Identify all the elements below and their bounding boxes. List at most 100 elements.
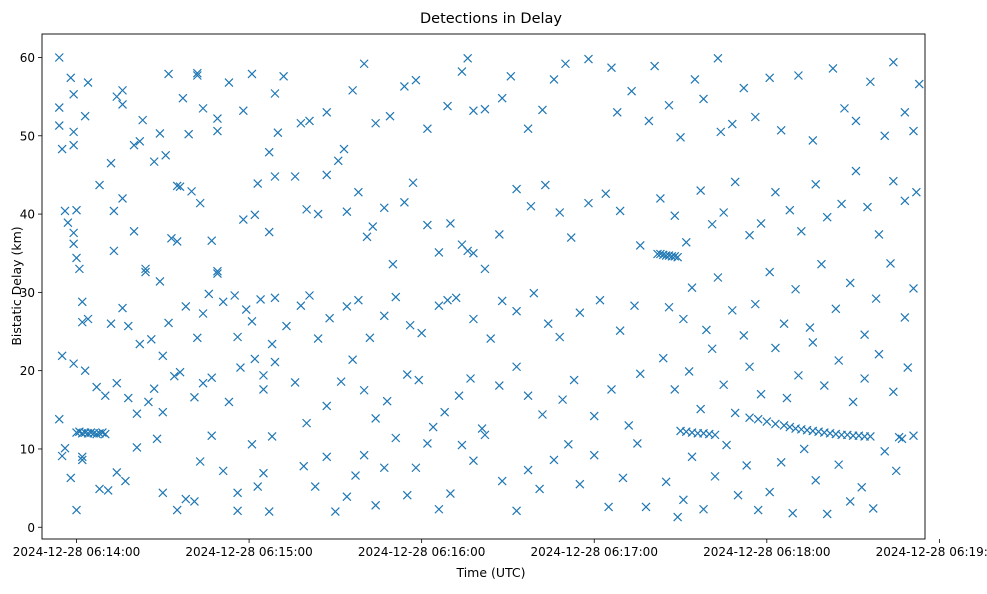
detection-point [270, 293, 280, 303]
detection-point [575, 479, 585, 489]
detection-point [673, 252, 683, 262]
x-axis-label: Time (UTC) [455, 565, 525, 580]
detection-point [909, 431, 918, 441]
detection-point [512, 184, 522, 194]
detection-point [782, 393, 792, 403]
detection-point [469, 106, 478, 116]
detection-point [756, 389, 766, 399]
detection-point [811, 475, 821, 485]
y-tick-label: 20 [20, 364, 35, 378]
detection-point [57, 351, 67, 361]
detection-point [54, 53, 64, 62]
x-axis-ticks: 2024-12-28 06:14:00 2024-12-28 06:15:00 20… [13, 539, 987, 559]
detection-point [351, 471, 360, 481]
detection-point [198, 103, 208, 113]
detection-point [109, 246, 119, 256]
detection-point [595, 295, 605, 305]
detection-point [745, 413, 754, 423]
detection-point [69, 140, 79, 150]
detection-point [402, 370, 412, 380]
detection-point [112, 378, 122, 388]
detection-point [538, 410, 547, 419]
detection-point [713, 273, 723, 282]
detection-point [233, 506, 243, 516]
detection-point [730, 408, 740, 418]
detection-point [543, 319, 553, 329]
detection-point [69, 228, 79, 238]
detection-point [443, 295, 452, 305]
detection-point [696, 186, 706, 196]
detection-point [172, 181, 182, 191]
detection-point [302, 418, 312, 428]
detection-point [771, 187, 780, 197]
detection-point [379, 463, 389, 473]
detection-point [339, 144, 349, 154]
detection-markers [54, 53, 924, 522]
detection-point [817, 259, 826, 269]
detection-point [422, 220, 432, 230]
detection-point [371, 500, 381, 510]
detection-point [322, 401, 332, 411]
detection-point [880, 446, 890, 456]
detection-point [445, 489, 455, 499]
detection-point [195, 198, 205, 208]
detection-point [333, 156, 343, 166]
detection-point [739, 331, 749, 340]
detection-point [192, 68, 202, 78]
detection-point [451, 293, 461, 303]
detection-point [676, 132, 685, 142]
detection-point [569, 375, 579, 385]
detection-point [143, 397, 153, 407]
detection-point [83, 78, 93, 87]
detection-point [69, 239, 79, 249]
detection-point [753, 414, 763, 424]
detection-point [141, 267, 150, 277]
detection-point [118, 85, 127, 95]
detection-point [192, 71, 202, 80]
chart-title: Detections in Delay [420, 11, 562, 27]
detection-point [819, 381, 829, 390]
detection-point [66, 473, 76, 483]
detection-point [279, 71, 289, 81]
y-tick-label: 60 [20, 51, 35, 65]
detection-point [911, 187, 921, 197]
detection-point [60, 206, 70, 216]
detection-point [282, 321, 291, 331]
detection-point [779, 421, 789, 430]
detection-point [264, 507, 274, 517]
detection-point [831, 304, 841, 314]
detection-point [164, 318, 173, 328]
detection-point [681, 237, 691, 247]
detection-point [69, 359, 79, 369]
detection-point [891, 466, 901, 476]
detection-point [224, 397, 234, 407]
detection-point [762, 417, 772, 426]
detection-point [434, 504, 444, 514]
detection-point [745, 362, 754, 372]
detection-point [584, 54, 593, 64]
detection-point [865, 432, 875, 441]
detection-point [670, 251, 680, 261]
detection-point [135, 339, 145, 349]
detection-point [218, 297, 228, 307]
detection-point [342, 492, 352, 502]
detection-point [750, 299, 760, 309]
detection-point [710, 471, 720, 481]
detection-point [417, 328, 427, 338]
detection-point [259, 385, 268, 394]
detection-point [322, 452, 332, 462]
detection-point [247, 439, 257, 449]
detection-point [80, 111, 90, 121]
detection-point [863, 202, 872, 212]
detection-point [72, 205, 81, 215]
detection-point [379, 311, 389, 321]
detection-point [118, 193, 127, 203]
detection-point [563, 439, 573, 449]
detection-point [690, 74, 700, 84]
detection-point [868, 504, 878, 513]
detection-point [860, 374, 870, 383]
detection-point [900, 313, 910, 322]
detection-point [270, 172, 280, 181]
detection-point [658, 353, 668, 363]
detection-point [405, 320, 415, 330]
